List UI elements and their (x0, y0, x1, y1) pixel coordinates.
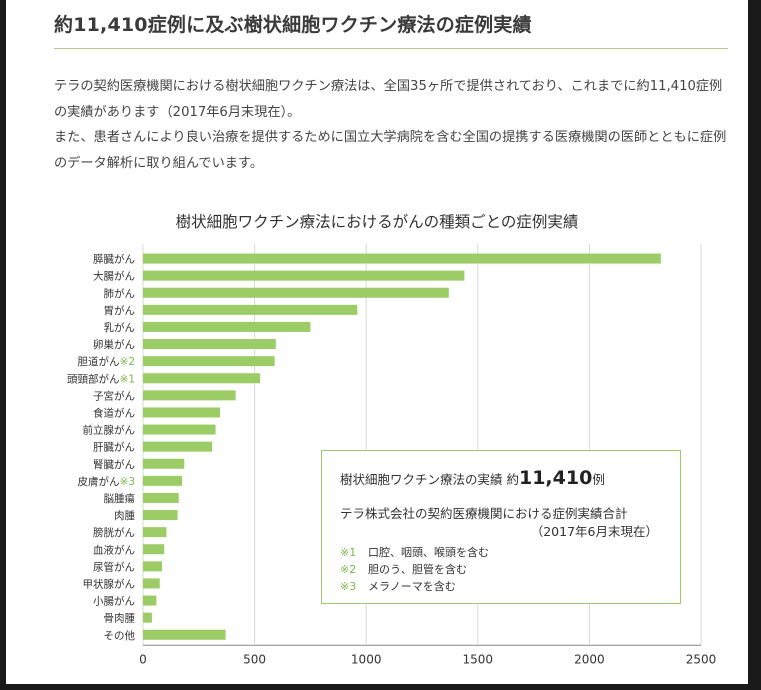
category-label: 子宮がん (93, 389, 135, 402)
summary-heading: 樹状細胞ワクチン療法の実績 約11,410例 (340, 467, 605, 489)
note-1-text: 口腔、咽頭、喉頭を含む (368, 546, 489, 559)
category-label: 頭頸部がん※1 (67, 372, 135, 385)
bar-5 (143, 321, 311, 332)
category-label: 卵巣がん (93, 338, 135, 351)
bar-7 (143, 356, 275, 367)
bar-13 (143, 458, 185, 469)
title-divider (54, 48, 728, 49)
category-label: 食道がん (93, 406, 135, 419)
bar-8 (143, 373, 261, 384)
category-label: 血液がん (93, 543, 135, 556)
category-label: 肉腫 (114, 509, 135, 522)
bar-10 (143, 407, 221, 418)
category-label: 脳腫瘍 (104, 492, 136, 505)
bar-15 (143, 492, 179, 503)
bar-3 (143, 287, 449, 298)
bar-1 (143, 253, 661, 264)
summary-total: 11,410 (518, 467, 593, 489)
category-label: 胃がん (104, 304, 136, 317)
intro-paragraph-2: また、患者さんにより良い治療を提供するために国立大学病院を含む全国の提携する医療… (54, 130, 727, 171)
note-2-text: 胆のう、胆管を含む (368, 563, 467, 576)
x-tick-label: 1500 (463, 652, 494, 666)
summary-source: テラ株式会社の契約医療機関における症例実績合計 (340, 506, 628, 521)
category-label: 前立腺がん (83, 424, 136, 437)
summary-unit: 例 (592, 472, 605, 487)
note-2: ※2 胆のう、胆管を含む (340, 561, 489, 578)
bar-23 (143, 629, 226, 640)
category-label: 膵臓がん (93, 253, 135, 266)
category-label: 尿管がん (93, 560, 135, 573)
category-label: 肺がん (104, 287, 136, 300)
bar-20 (143, 578, 160, 589)
bar-11 (143, 424, 216, 435)
category-label: 小腸がん (93, 595, 135, 608)
note-1: ※1 口腔、咽頭、喉頭を含む (340, 544, 489, 561)
x-tick-label: 0 (139, 652, 147, 666)
note-3-mark: ※3 (340, 580, 357, 593)
bar-16 (143, 510, 178, 521)
category-label: 大腸がん (93, 270, 135, 283)
category-label: 膀胱がん (93, 526, 135, 539)
x-tick-label: 1000 (351, 652, 382, 666)
category-label: 乳がん (104, 321, 136, 334)
bar-4 (143, 304, 358, 315)
category-label: 胆道がん※2 (78, 355, 135, 368)
summary-date: （2017年6月末現在） (530, 524, 658, 539)
chart-title: 樹状細胞ワクチン療法におけるがんの種類ごとの症例実績 (175, 213, 579, 231)
bar-21 (143, 595, 157, 606)
category-label: 肝臓がん (93, 441, 135, 454)
note-3-text: メラノーマを含む (368, 580, 456, 593)
bar-22 (143, 612, 152, 623)
bar-19 (143, 561, 162, 572)
category-label: 骨肉腫 (104, 612, 136, 625)
x-tick-label: 2000 (574, 652, 605, 666)
note-2-mark: ※2 (340, 563, 357, 576)
page-title: 約11,410症例に及ぶ樹状細胞ワクチン療法の症例実績 (54, 14, 532, 36)
bar-chart: 0 500 1000 1500 2000 2500 膵臓がん大腸がん肺がん胃がん乳がん卵巣が… (67, 244, 717, 666)
note-1-mark: ※1 (340, 546, 357, 559)
bar-12 (143, 441, 213, 452)
x-tick-label: 500 (243, 652, 266, 666)
bar-2 (143, 270, 465, 281)
bar-18 (143, 544, 165, 555)
bar-6 (143, 339, 276, 350)
intro-text: テラの契約医療機関における樹状細胞ワクチン療法は、全国35ヶ所で提供されており、… (54, 74, 734, 176)
category-label: その他 (104, 629, 136, 642)
summary-notes: ※1 口腔、咽頭、喉頭を含む ※2 胆のう、胆管を含む ※3 メラノーマを含む (340, 544, 489, 595)
page: 約11,410症例に及ぶ樹状細胞ワクチン療法の症例実績 テラの契約医療機関におけ… (6, 0, 748, 684)
bar-17 (143, 527, 167, 538)
note-3: ※3 メラノーマを含む (340, 578, 489, 595)
intro-paragraph-1: テラの契約医療機関における樹状細胞ワクチン療法は、全国35ヶ所で提供されており、… (54, 79, 723, 120)
bar-9 (143, 390, 236, 401)
category-label: 甲状腺がん (83, 577, 136, 590)
x-tick-label: 2500 (686, 652, 717, 666)
bar-14 (143, 475, 183, 486)
category-label: 皮膚がん※3 (78, 475, 135, 488)
summary-heading-text: 樹状細胞ワクチン療法の実績 約 (340, 472, 519, 487)
category-label: 腎臓がん (93, 458, 135, 471)
summary-box: 樹状細胞ワクチン療法の実績 約11,410例 テラ株式会社の契約医療機関における… (321, 450, 681, 604)
